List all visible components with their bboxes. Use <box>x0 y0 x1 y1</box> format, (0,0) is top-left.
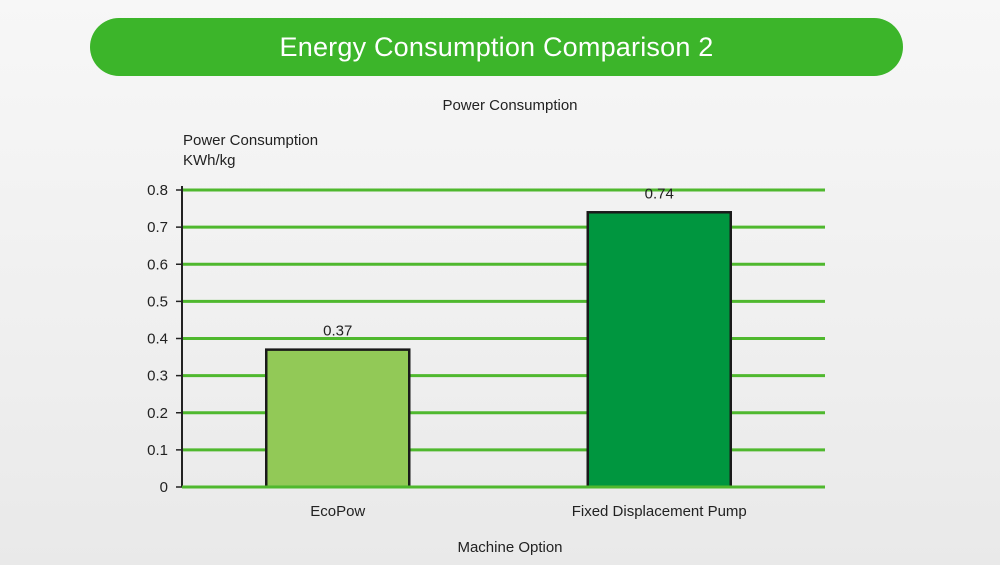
bar-value-label: 0.37 <box>323 323 352 340</box>
y-tick-label: 0.1 <box>147 442 168 459</box>
y-tick-label: 0.5 <box>147 293 168 310</box>
x-tick-label: Fixed Displacement Pump <box>572 503 747 520</box>
y-tick-label: 0.8 <box>147 182 168 199</box>
title-banner: Energy Consumption Comparison 2 <box>90 18 903 76</box>
y-axis-unit: KWh/kg <box>183 152 236 169</box>
x-tick-label: EcoPow <box>310 503 365 520</box>
bar <box>265 348 411 489</box>
chart-title: Power Consumption <box>442 97 577 114</box>
bars: 0.37 0.74 <box>265 185 732 489</box>
x-axis-label: Machine Option <box>457 539 562 556</box>
y-tick-label: 0.2 <box>147 405 168 422</box>
y-tick-label: 0.3 <box>147 368 168 385</box>
y-axis-ticks: 0 0.1 0.2 0.3 0.4 0.5 0.6 0.7 0.8 <box>147 182 182 496</box>
bar-value-label: 0.74 <box>645 185 674 202</box>
bar <box>586 211 732 489</box>
x-axis-ticks: EcoPow Fixed Displacement Pump <box>310 503 747 520</box>
y-tick-label: 0.6 <box>147 256 168 273</box>
y-tick-label: 0.7 <box>147 219 168 236</box>
axes <box>181 186 825 489</box>
y-tick-label: 0 <box>160 479 168 496</box>
y-axis-label: Power Consumption <box>183 132 318 149</box>
banner-title: Energy Consumption Comparison 2 <box>279 31 714 62</box>
y-tick-label: 0.4 <box>147 331 168 348</box>
